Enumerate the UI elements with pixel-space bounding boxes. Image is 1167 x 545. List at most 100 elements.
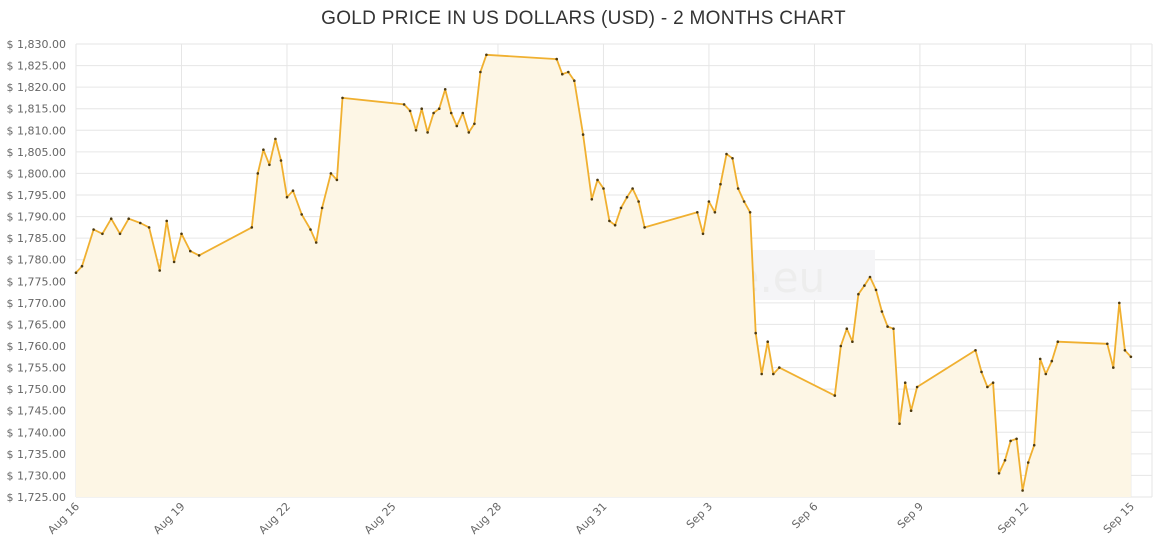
price-point xyxy=(997,472,1001,475)
price-point xyxy=(713,211,717,214)
chart-title: GOLD PRICE IN US DOLLARS (USD) - 2 MONTH… xyxy=(321,8,846,29)
price-point xyxy=(868,275,872,279)
price-point xyxy=(608,219,611,223)
price-point xyxy=(696,211,699,214)
price-point xyxy=(590,198,594,201)
price-point xyxy=(880,310,884,313)
price-point xyxy=(833,394,837,397)
price-point xyxy=(561,72,564,76)
price-point xyxy=(314,241,318,244)
price-point xyxy=(986,385,989,389)
y-axis-ticks: $ 1,725.00 $ 1,730.00 $ 1,735.00 $ 1,740.00… xyxy=(7,38,66,504)
price-point xyxy=(980,370,983,374)
price-point xyxy=(760,372,763,376)
y-tick-label: $ 1,750.00 xyxy=(7,383,66,396)
price-line xyxy=(75,53,1132,492)
price-point xyxy=(909,409,913,413)
price-point xyxy=(341,96,344,100)
x-tick-label: Aug 28 xyxy=(467,500,504,537)
price-point xyxy=(748,211,752,214)
price-point xyxy=(473,122,476,126)
price-point xyxy=(619,206,623,210)
price-point xyxy=(596,178,599,182)
y-tick-label: $ 1,735.00 xyxy=(7,448,66,461)
price-point xyxy=(443,88,447,91)
price-point xyxy=(886,325,889,328)
y-tick-label: $ 1,775.00 xyxy=(7,275,66,288)
price-point xyxy=(455,124,459,128)
price-point xyxy=(1044,372,1048,376)
price-point xyxy=(285,195,289,199)
price-point xyxy=(329,172,333,175)
y-tick-label: $ 1,790.00 xyxy=(7,211,66,224)
x-tick-label: Sep 12 xyxy=(995,500,1031,536)
price-point xyxy=(408,109,412,113)
price-point xyxy=(567,70,570,74)
price-point xyxy=(701,232,705,236)
price-point xyxy=(437,107,441,110)
price-point xyxy=(778,366,781,369)
price-point xyxy=(581,133,585,136)
price-point xyxy=(1118,301,1121,305)
price-point xyxy=(719,182,722,186)
price-point xyxy=(420,107,424,110)
price-point xyxy=(974,349,977,352)
price-point xyxy=(573,79,576,82)
y-tick-label: $ 1,805.00 xyxy=(7,146,66,159)
price-point xyxy=(262,148,265,151)
price-point xyxy=(863,284,866,287)
price-point xyxy=(101,232,104,236)
price-point xyxy=(625,195,629,199)
y-tick-label: $ 1,800.00 xyxy=(7,167,66,180)
price-point xyxy=(432,111,435,115)
price-point xyxy=(92,228,95,231)
price-point xyxy=(725,152,728,156)
price-point xyxy=(754,331,757,335)
price-point xyxy=(1129,355,1133,359)
price-point xyxy=(892,327,895,331)
price-point xyxy=(736,187,740,190)
price-area xyxy=(75,53,1132,498)
price-point xyxy=(707,200,711,203)
price-point xyxy=(426,131,429,134)
price-point xyxy=(766,340,769,344)
price-points xyxy=(74,53,1133,492)
price-point xyxy=(631,187,634,190)
price-point xyxy=(189,249,192,253)
x-tick-label: Aug 16 xyxy=(45,500,82,537)
price-point xyxy=(479,70,482,74)
price-point xyxy=(335,178,339,182)
y-tick-label: $ 1,825.00 xyxy=(7,60,66,73)
price-point xyxy=(402,103,406,106)
price-point xyxy=(874,288,878,292)
price-point xyxy=(1015,437,1018,441)
price-point xyxy=(1003,459,1007,462)
y-tick-label: $ 1,830.00 xyxy=(7,38,66,51)
y-tick-label: $ 1,730.00 xyxy=(7,469,66,482)
y-tick-label: $ 1,815.00 xyxy=(7,103,66,116)
x-tick-label: Sep 3 xyxy=(684,500,715,531)
price-point xyxy=(643,226,646,229)
price-point xyxy=(461,111,465,115)
y-tick-label: $ 1,820.00 xyxy=(7,81,66,94)
x-axis-ticks: Aug 16 Aug 19 Aug 22 Aug 25 Aug 28 Aug 31 Sep … xyxy=(45,500,1137,537)
y-tick-label: $ 1,755.00 xyxy=(7,362,66,375)
price-point xyxy=(772,372,775,376)
price-point xyxy=(118,232,122,236)
price-point xyxy=(165,219,168,223)
price-point xyxy=(256,172,260,175)
x-tick-label: Sep 15 xyxy=(1101,500,1137,536)
y-tick-label: $ 1,745.00 xyxy=(7,405,66,418)
price-point xyxy=(555,57,558,61)
price-point xyxy=(158,269,161,272)
x-tick-label: Aug 19 xyxy=(151,500,188,537)
x-tick-label: Sep 9 xyxy=(895,500,926,531)
price-point xyxy=(602,187,605,190)
price-point xyxy=(74,271,78,275)
price-point xyxy=(915,385,919,389)
y-tick-label: $ 1,770.00 xyxy=(7,297,66,310)
price-point xyxy=(898,422,901,426)
price-point xyxy=(250,226,254,229)
price-point xyxy=(851,340,854,344)
